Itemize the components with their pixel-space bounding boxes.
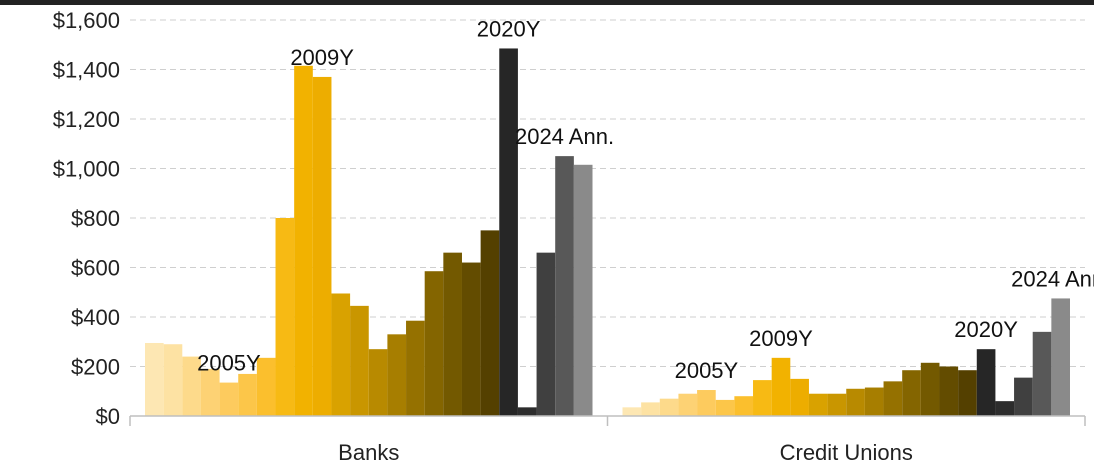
bar bbox=[920, 362, 940, 416]
bar bbox=[864, 387, 884, 416]
top-border bbox=[0, 0, 1094, 5]
bar bbox=[499, 48, 518, 417]
x-axis: Banks Credit Unions bbox=[129, 415, 1086, 465]
bar bbox=[846, 388, 865, 416]
y-axis: $0 $200 $400 $600 $800 $1,000 $1,200 $1,400 $1,6… bbox=[53, 8, 120, 429]
bar bbox=[939, 366, 959, 416]
x-category-label: Banks bbox=[338, 440, 399, 465]
bar bbox=[461, 262, 481, 416]
bar bbox=[350, 305, 369, 416]
y-tick-label: $400 bbox=[71, 305, 120, 330]
bar bbox=[622, 407, 642, 416]
annotations: 2005Y 2009Y 2020Y 2024 Ann. 2005Y 2009Y 2020Y 2… bbox=[197, 16, 1094, 383]
bar bbox=[771, 357, 791, 416]
bar bbox=[275, 218, 295, 416]
bar bbox=[1014, 377, 1033, 416]
bar bbox=[480, 230, 500, 416]
y-tick-label: $1,200 bbox=[53, 107, 120, 132]
bar bbox=[678, 393, 698, 416]
bar bbox=[808, 393, 828, 416]
bar bbox=[517, 407, 537, 416]
bar bbox=[573, 164, 593, 416]
x-category-label: Credit Unions bbox=[780, 440, 913, 465]
bar bbox=[219, 382, 239, 416]
y-tick-label: $0 bbox=[96, 404, 120, 429]
bar bbox=[958, 370, 977, 416]
bar bbox=[182, 356, 201, 416]
y-tick-label: $600 bbox=[71, 256, 120, 281]
annotation-label: 2005Y bbox=[197, 351, 261, 376]
bar bbox=[883, 381, 903, 416]
bar bbox=[424, 271, 444, 416]
y-tick-label: $200 bbox=[71, 355, 120, 380]
bar bbox=[312, 76, 332, 417]
annotation-label: 2024 Ann. bbox=[1011, 266, 1094, 291]
bar bbox=[555, 156, 574, 416]
bar bbox=[697, 390, 716, 416]
annotation-label: 2005Y bbox=[675, 358, 739, 383]
bar bbox=[294, 65, 313, 416]
bar bbox=[827, 393, 847, 416]
y-tick-label: $1,400 bbox=[53, 58, 120, 83]
bar bbox=[368, 349, 388, 416]
annotation-label: 2020Y bbox=[954, 317, 1018, 342]
bar bbox=[753, 380, 772, 416]
bar bbox=[256, 357, 276, 416]
bar bbox=[406, 320, 425, 416]
bar bbox=[536, 252, 556, 416]
bar bbox=[734, 396, 754, 416]
bar bbox=[995, 401, 1015, 416]
y-tick-label: $800 bbox=[71, 206, 120, 231]
bar bbox=[200, 368, 220, 416]
bar bbox=[387, 334, 407, 416]
bar bbox=[163, 344, 183, 416]
annotation-label: 2009Y bbox=[749, 326, 813, 351]
bar bbox=[443, 252, 462, 416]
bars bbox=[145, 48, 1070, 417]
y-tick-label: $1,600 bbox=[53, 8, 120, 33]
bar bbox=[238, 373, 257, 416]
gridlines bbox=[130, 19, 1085, 367]
annotation-label: 2009Y bbox=[290, 45, 354, 70]
bar bbox=[1032, 331, 1052, 416]
bar bbox=[659, 398, 679, 416]
annotation-label: 2020Y bbox=[477, 16, 541, 41]
bar bbox=[1051, 298, 1070, 416]
bar bbox=[976, 349, 996, 416]
bar bbox=[790, 378, 809, 416]
annotation-label: 2024 Ann. bbox=[515, 124, 614, 149]
y-tick-label: $1,000 bbox=[53, 157, 120, 182]
bar bbox=[331, 293, 351, 416]
bar bbox=[902, 370, 921, 416]
bar bbox=[641, 402, 660, 416]
bar bbox=[715, 399, 735, 416]
bar bbox=[145, 342, 164, 416]
